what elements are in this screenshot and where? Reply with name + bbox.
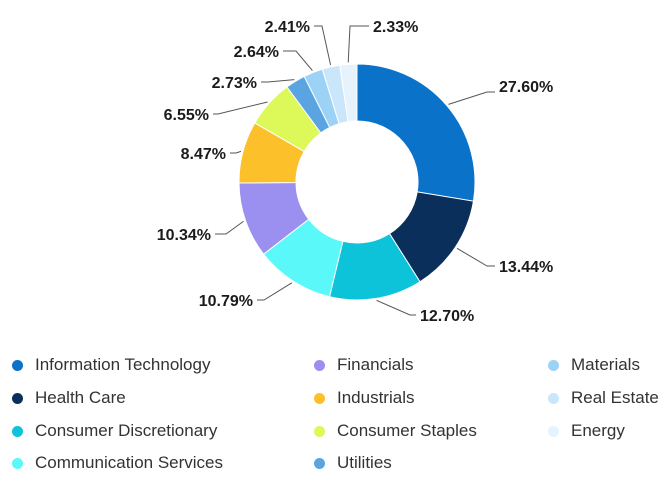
legend-item-communication-services: Communication Services [12,452,223,474]
leader-line-consumer-discretionary [376,299,416,316]
legend-label: Industrials [337,388,415,407]
data-label-real-estate: 2.41% [265,19,310,36]
data-label-health-care: 13.44% [499,259,553,276]
data-label-financials: 10.34% [157,227,211,244]
legend-swatch [12,457,23,469]
slices [238,63,476,301]
slice-energy [339,63,358,123]
legend-swatch [314,457,325,469]
leader-line-energy [347,25,369,63]
legend-item-industrials: Industrials [314,387,414,409]
legend-item-materials: Materials [548,354,640,376]
data-label-information-technology: 27.60% [499,79,553,96]
legend-swatch [548,359,559,371]
donut-chart: 27.60% 13.44% 12.70% 10.79% 10.34% 8.47% 6.55%… [157,19,554,325]
legend-label: Consumer Discretionary [35,421,218,440]
legend-swatch [314,392,325,404]
legend-swatch [548,392,559,404]
data-label-consumer-staples: 6.55% [164,107,209,124]
legend-label: Materials [571,355,640,374]
legend: Information Technology Health Care Consume… [0,350,670,481]
leader-line-health-care [456,247,495,267]
data-label-industrials: 8.47% [181,146,226,163]
legend-item-utilities: Utilities [314,452,392,474]
legend-swatch [548,425,559,437]
legend-label: Health Care [35,388,126,407]
legend-item-consumer-staples: Consumer Staples [314,420,477,442]
leader-line-information-technology [448,91,495,105]
legend-item-consumer-discretionary: Consumer Discretionary [12,420,217,442]
slice-information-technology [356,63,476,202]
legend-label: Communication Services [35,453,224,472]
leader-line-real-estate [314,25,332,66]
legend-label: Utilities [337,453,392,472]
data-label-communication-services: 10.79% [199,293,253,310]
legend-item-health-care: Health Care [12,387,126,409]
legend-item-information-technology: Information Technology [12,354,210,376]
legend-label: Consumer Staples [337,421,477,440]
data-label-utilities: 2.73% [212,75,257,92]
legend-item-energy: Energy [548,420,625,442]
legend-label: Energy [571,421,625,440]
legend-label: Information Technology [35,355,211,374]
legend-swatch [12,359,23,371]
data-label-materials: 2.64% [234,44,279,61]
data-labels: 27.60% 13.44% 12.70% 10.79% 10.34% 8.47% 6.55%… [157,19,554,325]
leader-lines [213,25,495,316]
leader-line-industrials [230,150,242,154]
legend-item-real-estate: Real Estate [548,387,659,409]
legend-swatch [12,425,23,437]
leader-line-communication-services [257,282,293,301]
leader-line-financials [215,220,244,235]
legend-label: Real Estate [571,388,659,407]
legend-swatch [12,392,23,404]
data-label-energy: 2.33% [373,19,418,36]
legend-swatch [314,359,325,371]
leader-line-materials [283,50,313,71]
leader-line-utilities [261,79,295,83]
legend-swatch [314,425,325,437]
leader-line-consumer-staples [213,101,268,115]
legend-item-financials: Financials [314,354,414,376]
legend-label: Financials [337,355,414,374]
data-label-consumer-discretionary: 12.70% [420,308,474,325]
